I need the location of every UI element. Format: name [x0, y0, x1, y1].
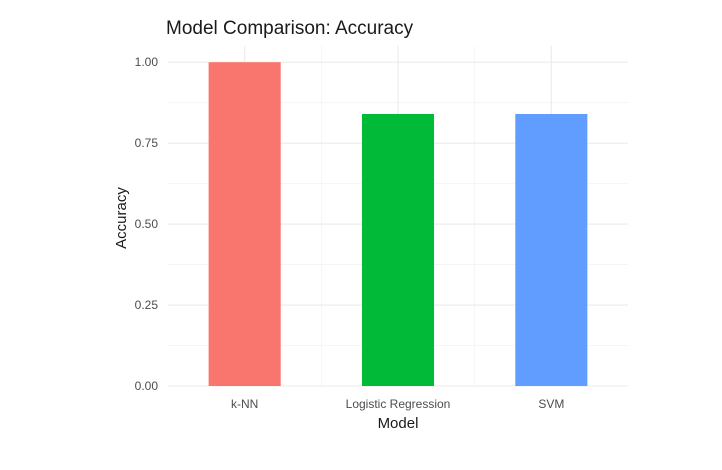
x-tick-label: k-NN [231, 397, 258, 411]
y-tick-label: 0.00 [135, 379, 159, 393]
bar [208, 62, 281, 386]
y-axis-title: Accuracy [113, 187, 130, 249]
x-axis-ticks: k-NN Logistic Regression SVM [231, 397, 564, 411]
y-axis-ticks: 0.00 0.25 0.50 0.75 1.00 [135, 55, 159, 393]
y-tick-label: 1.00 [135, 55, 159, 69]
y-tick-label: 0.50 [135, 217, 159, 231]
x-tick-label: SVM [538, 397, 564, 411]
chart-title: Model Comparison: Accuracy [166, 18, 414, 39]
y-tick-label: 0.25 [135, 298, 159, 312]
x-tick-label: Logistic Regression [346, 397, 451, 411]
bars [208, 62, 588, 386]
bar [361, 114, 435, 386]
y-tick-label: 0.75 [135, 136, 159, 150]
x-axis-title: Model [378, 415, 419, 432]
bar [515, 114, 588, 386]
